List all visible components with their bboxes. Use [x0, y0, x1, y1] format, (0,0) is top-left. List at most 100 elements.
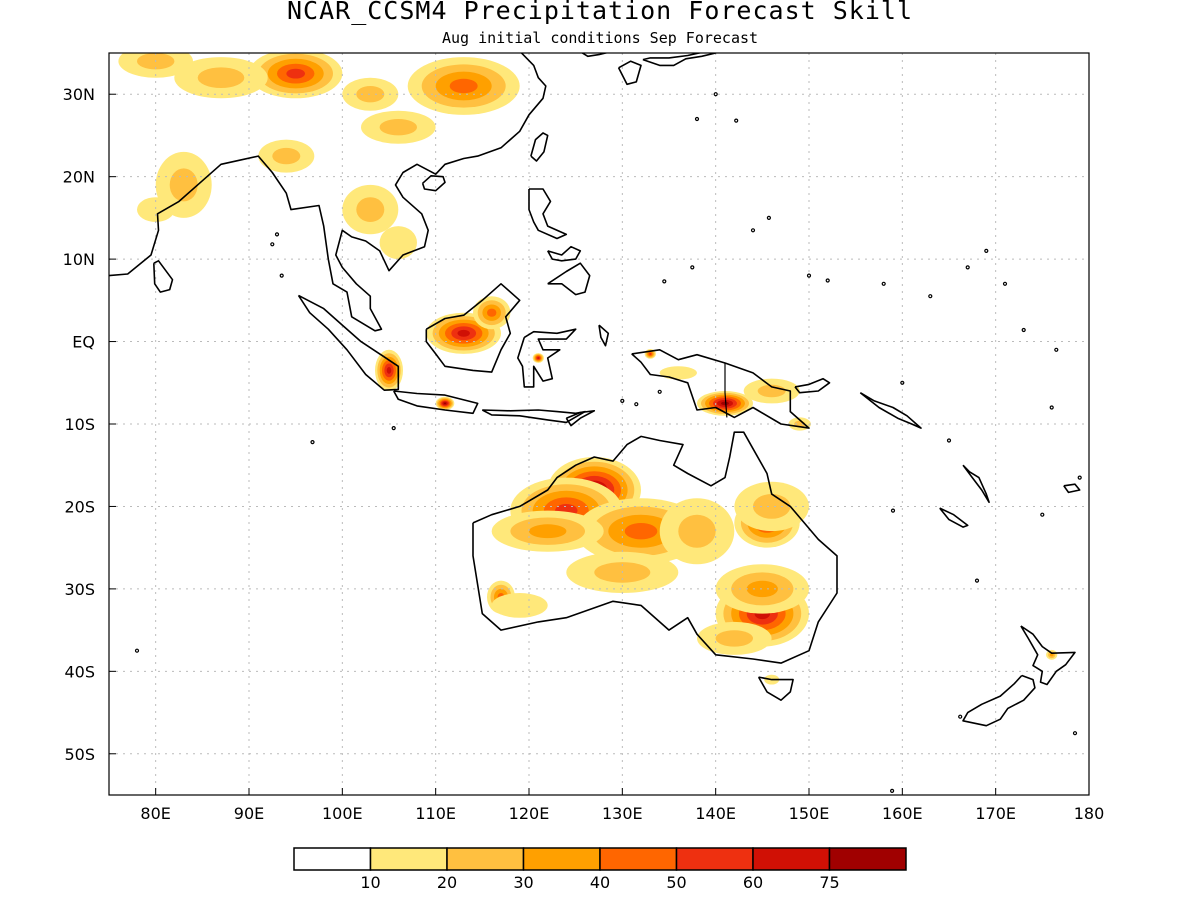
- skill-contour-33-1: [491, 593, 548, 618]
- small-island-24: [274, 232, 280, 237]
- small-island-26: [279, 273, 284, 278]
- coast-new-britain: [794, 377, 831, 394]
- colorbar: 10 20 30 40 50 60 75: [293, 847, 907, 892]
- colorbar-swatch-3: [522, 847, 601, 871]
- tick-label-lon-160: 160E: [882, 804, 923, 823]
- small-island-27: [694, 116, 700, 122]
- small-island-10: [928, 294, 933, 299]
- small-island-7: [825, 278, 830, 283]
- tick-label-lat--10: 10S: [64, 415, 95, 434]
- colorbar-swatch-4: [599, 847, 678, 871]
- colorbar-swatch-7: [828, 847, 907, 871]
- colorbar-swatch-0: [293, 847, 372, 871]
- small-island-1: [1002, 281, 1008, 286]
- coast-new-caledonia: [939, 507, 969, 528]
- small-island-31: [946, 438, 952, 443]
- small-island-5: [750, 228, 756, 233]
- small-island-22: [391, 426, 396, 431]
- skill-contour-25-2: [678, 514, 716, 548]
- skill-contour-14-7: [443, 402, 447, 405]
- small-island-32: [620, 398, 625, 403]
- skill-contour-15-6: [537, 357, 540, 359]
- small-island-30: [900, 380, 905, 385]
- skill-contour-10-1: [379, 226, 417, 260]
- colorbar-label-20: 20: [437, 873, 457, 892]
- small-island-11: [1021, 327, 1026, 333]
- small-island-28: [734, 118, 739, 123]
- tick-label-lat-30: 30N: [63, 85, 95, 104]
- small-island-21: [134, 648, 140, 653]
- colorbar-swatch-6: [752, 847, 831, 871]
- skill-contour-31-2: [715, 630, 753, 647]
- coast-asia-mainland: [109, 53, 547, 332]
- skill-contour-16-5: [649, 352, 652, 355]
- colorbar-label-75: 75: [819, 873, 839, 892]
- border-png-indonesia: [724, 362, 728, 418]
- small-island-9: [662, 279, 667, 284]
- small-island-19: [1072, 731, 1078, 736]
- tick-label-lon-120: 120E: [509, 804, 550, 823]
- skill-contour-27-2: [753, 494, 791, 519]
- coast-sri-lanka: [153, 259, 174, 293]
- tick-label-lon-130: 130E: [602, 804, 643, 823]
- coast-timor: [565, 409, 596, 427]
- coastlines: [109, 53, 1082, 794]
- coast-new-guinea: [631, 348, 810, 429]
- skill-contour-11-6: [457, 329, 470, 337]
- coast-sumatra: [297, 294, 400, 392]
- colorbar-swatch-1: [369, 847, 448, 871]
- small-island-3: [881, 281, 886, 286]
- skill-contour-23-4: [624, 523, 658, 540]
- skill-contour-35-3: [1049, 653, 1054, 657]
- axis-ticks: 80E 90E 100E 110E 120E 130E 140E 150E 160E 170E 18…: [63, 85, 1105, 823]
- skill-contour-17-7: [721, 401, 729, 406]
- map-title: NCAR_CCSM4 Precipitation Forecast Skill: [287, 0, 913, 25]
- tick-label-lon-150: 150E: [789, 804, 830, 823]
- small-island-18: [958, 714, 963, 719]
- tick-label-lat-20: 20N: [63, 168, 95, 187]
- small-island-23: [310, 440, 315, 445]
- skill-contour-0-5: [286, 68, 306, 79]
- small-island-0: [965, 265, 970, 270]
- coast-fiji: [1063, 483, 1081, 494]
- coast-hainan: [421, 175, 446, 192]
- skill-contour-5-2: [379, 119, 417, 136]
- skill-contour-3-4: [449, 78, 478, 94]
- coast-halmahera: [598, 324, 610, 347]
- tick-label-lat-10: 10N: [63, 250, 95, 269]
- skill-contour-13-6: [386, 367, 392, 374]
- skill-contour-4-2: [356, 86, 385, 103]
- colorbar-label-10: 10: [360, 873, 380, 892]
- skill-contour-12-4: [487, 308, 497, 317]
- skill-contour-19-1: [659, 366, 697, 380]
- small-island-33: [634, 402, 639, 407]
- small-island-8: [690, 265, 695, 270]
- small-island-25: [270, 242, 275, 247]
- colorbar-label-40: 40: [590, 873, 610, 892]
- colorbar-swatch-5: [675, 847, 754, 871]
- coast-philippines-mindanao: [547, 262, 591, 296]
- skill-contour-7-2: [169, 168, 198, 202]
- coast-tasmania: [757, 676, 794, 702]
- tick-label-lat--20: 20S: [64, 497, 95, 516]
- colorbar-label-60: 60: [743, 873, 763, 892]
- coast-java: [393, 390, 479, 415]
- coast-taiwan: [530, 132, 549, 162]
- map-subtitle: Aug initial conditions Sep Forecast: [441, 29, 759, 47]
- tick-label-lon-100: 100E: [322, 804, 363, 823]
- small-island-6: [766, 215, 772, 220]
- small-island-13: [1049, 405, 1054, 410]
- tick-label-lat-0: EQ: [72, 333, 95, 352]
- small-island-15: [890, 508, 896, 513]
- coast-shikoku-honshu: [642, 53, 717, 67]
- tick-label-lon-80: 80E: [140, 804, 170, 823]
- tick-label-lat--40: 40S: [64, 662, 95, 681]
- coast-vanuatu: [962, 464, 990, 504]
- small-island-2: [984, 248, 989, 253]
- tick-label-lat--50: 50S: [64, 745, 95, 764]
- colorbar-label-50: 50: [666, 873, 686, 892]
- tick-label-lon-180: 180: [1074, 804, 1105, 823]
- coast-sulawesi: [516, 328, 577, 388]
- tick-label-lon-140: 140E: [695, 804, 736, 823]
- skill-contour-1-2: [197, 67, 245, 88]
